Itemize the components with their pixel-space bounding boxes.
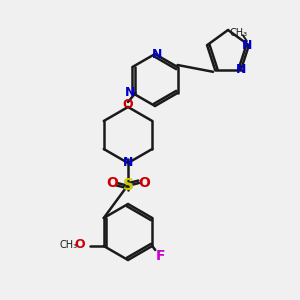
Text: N: N <box>125 86 136 100</box>
Text: N: N <box>236 63 246 76</box>
Text: O: O <box>138 176 150 190</box>
Text: O: O <box>74 238 85 251</box>
Text: S: S <box>122 178 134 193</box>
Text: O: O <box>106 176 118 190</box>
Text: F: F <box>155 249 165 263</box>
Text: N: N <box>242 39 252 52</box>
Text: N: N <box>123 157 133 169</box>
Text: O: O <box>123 98 133 112</box>
Text: CH₃: CH₃ <box>230 28 248 38</box>
Text: N: N <box>152 47 162 61</box>
Text: CH₃: CH₃ <box>60 240 78 250</box>
